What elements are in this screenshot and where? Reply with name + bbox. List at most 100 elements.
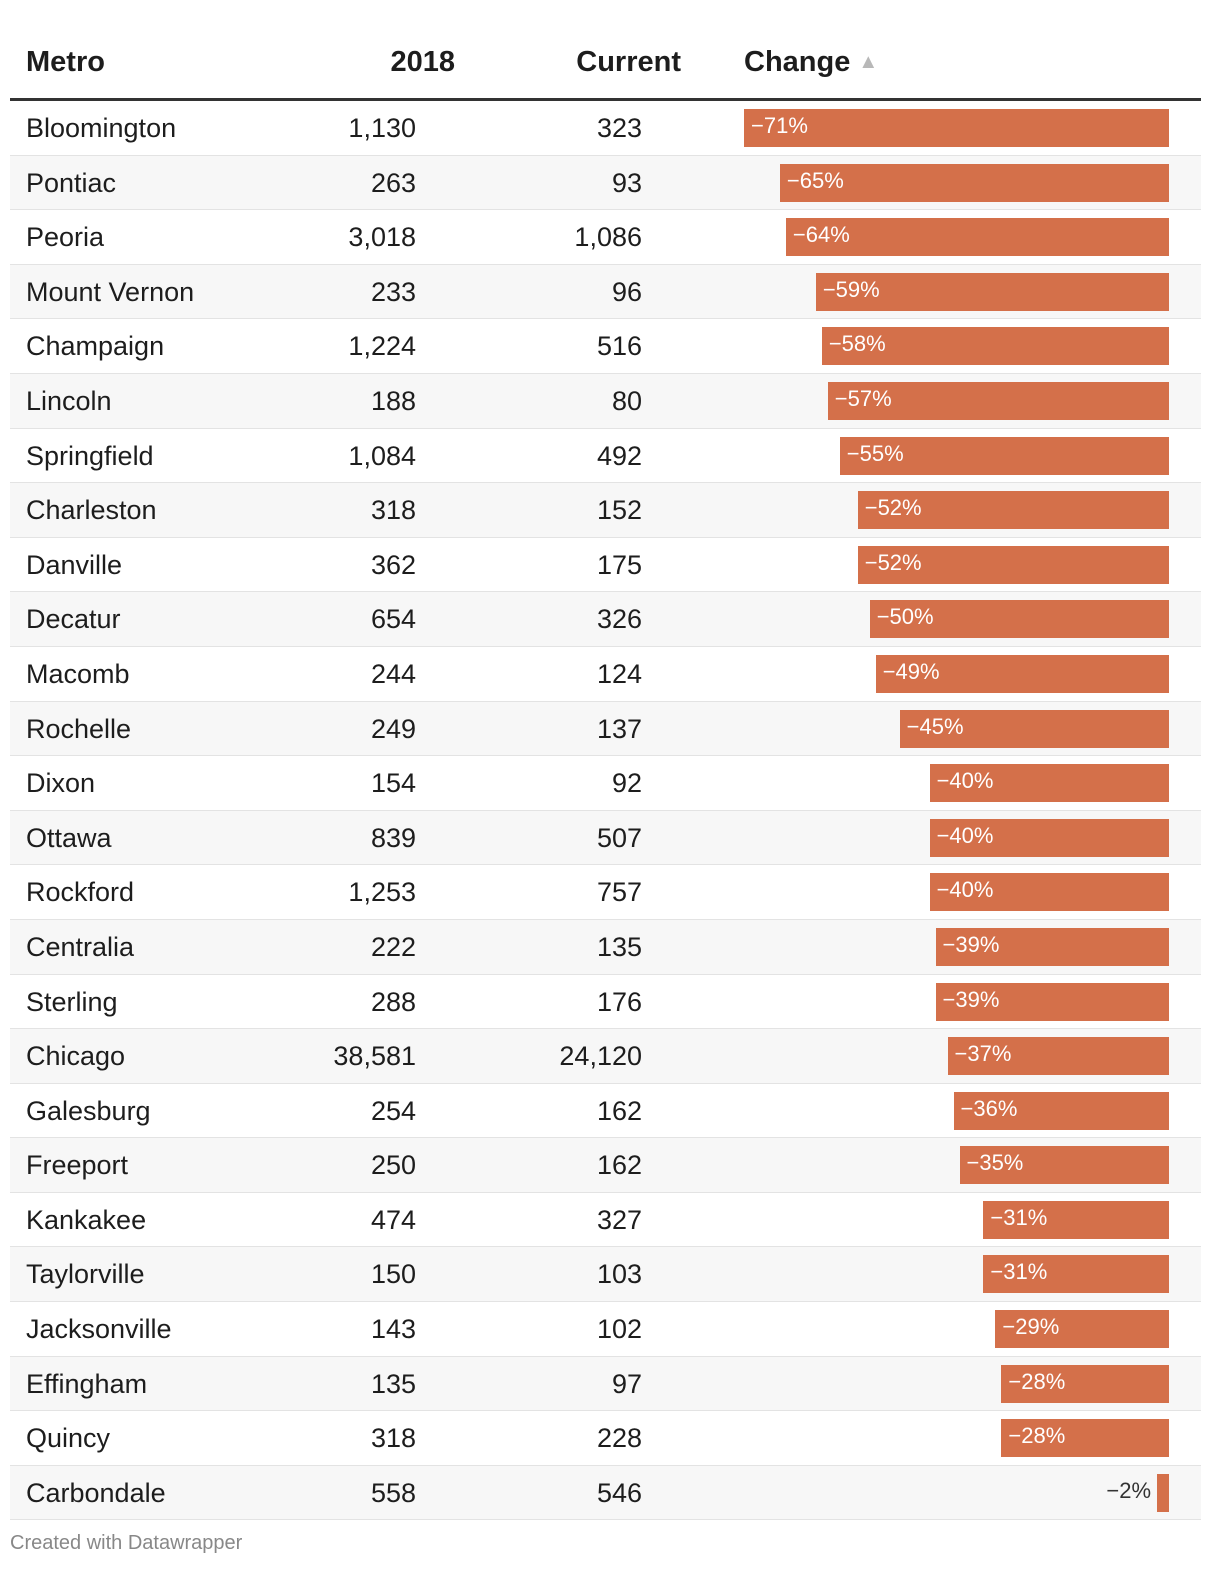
change-bar: [1001, 1364, 1169, 1403]
table-row: Chicago 38,581 24,120 −37%: [10, 1029, 1201, 1084]
cell-2018: 249: [370, 713, 416, 744]
cell-current: 176: [596, 986, 642, 1017]
change-bar: [1001, 1419, 1169, 1458]
cell-2018: 254: [370, 1095, 416, 1126]
cell-2018: 1,084: [348, 440, 416, 471]
cell-2018: 150: [370, 1259, 416, 1290]
cell-2018: 38,581: [333, 1041, 416, 1072]
cell-metro: Danville: [26, 549, 123, 580]
change-bar: [821, 327, 1169, 366]
cell-metro: Champaign: [26, 331, 165, 362]
cell-metro: Rockford: [26, 877, 135, 908]
change-bar: [983, 1255, 1169, 1294]
table-row: Quincy 318 228 −28%: [10, 1411, 1201, 1466]
cell-current: 757: [596, 877, 642, 908]
cell-metro: Freeport: [26, 1150, 129, 1181]
cell-2018: 318: [370, 495, 416, 526]
change-bar-label: −36%: [960, 1095, 1018, 1121]
table-row: Pontiac 263 93 −65%: [10, 155, 1201, 211]
cell-metro: Chicago: [26, 1041, 126, 1072]
cell-2018: 1,253: [348, 877, 416, 908]
cell-current: 326: [596, 604, 642, 635]
table-row: Galesburg 254 162 −36%: [10, 1084, 1201, 1139]
table-row: Peoria 3,018 1,086 −64%: [10, 210, 1201, 265]
change-bar-label: −55%: [846, 440, 904, 466]
change-bar-label: −58%: [828, 331, 886, 357]
cell-metro: Sterling: [26, 986, 118, 1017]
change-bar: [899, 709, 1169, 748]
cell-current: 162: [596, 1150, 642, 1181]
cell-current: 137: [596, 713, 642, 744]
cell-metro: Springfield: [26, 440, 154, 471]
change-bar: [935, 927, 1169, 966]
cell-2018: 244: [370, 658, 416, 689]
table-row: Effingham 135 97 −28%: [10, 1356, 1201, 1412]
change-bar: [1157, 1473, 1169, 1512]
table-row: Mount Vernon 233 96 −59%: [10, 264, 1201, 320]
change-bar-label: −37%: [954, 1041, 1012, 1067]
table-row: Decatur 654 326 −50%: [10, 592, 1201, 647]
change-bar: [947, 1037, 1169, 1076]
table-row: Carbondale 558 546 −2%: [10, 1465, 1201, 1521]
change-bar: [827, 381, 1169, 420]
change-bar-label: −28%: [1008, 1423, 1066, 1449]
change-bar-label: −71%: [751, 113, 808, 138]
change-bar: [744, 109, 1169, 147]
column-header-change[interactable]: Change ▲: [744, 46, 878, 79]
change-bar: [839, 436, 1169, 475]
cell-2018: 188: [370, 385, 416, 416]
cell-2018: 288: [370, 986, 416, 1017]
cell-current: 162: [596, 1095, 642, 1126]
column-header-metro[interactable]: Metro: [26, 46, 105, 78]
cell-2018: 362: [370, 549, 416, 580]
cell-metro: Ottawa: [26, 822, 112, 853]
change-bar-label: −50%: [876, 604, 934, 630]
cell-current: 135: [596, 931, 642, 962]
change-bar-label: −2%: [1106, 1477, 1152, 1503]
cell-current: 327: [596, 1204, 642, 1235]
column-header-2018[interactable]: 2018: [390, 46, 455, 78]
cell-2018: 558: [370, 1477, 416, 1508]
change-bar: [929, 764, 1169, 803]
change-bar-label: −28%: [1008, 1368, 1066, 1394]
cell-metro: Taylorville: [26, 1259, 145, 1290]
cell-current: 93: [611, 167, 642, 198]
table-row: Jacksonville 143 102 −29%: [10, 1302, 1201, 1357]
cell-metro: Macomb: [26, 658, 130, 689]
cell-metro: Lincoln: [26, 385, 112, 416]
change-bar-label: −57%: [834, 385, 892, 411]
cell-2018: 839: [370, 822, 416, 853]
column-header-current[interactable]: Current: [576, 46, 681, 78]
cell-2018: 233: [370, 276, 416, 307]
change-bar-label: −40%: [936, 822, 994, 848]
table-row: Centralia 222 135 −39%: [10, 919, 1201, 975]
table-row: Taylorville 150 103 −31%: [10, 1247, 1201, 1303]
cell-current: 175: [596, 549, 642, 580]
change-bar: [953, 1091, 1169, 1130]
change-bar-label: −52%: [864, 495, 922, 521]
change-bar-label: −40%: [936, 768, 994, 794]
cell-current: 323: [596, 113, 642, 143]
cell-2018: 263: [370, 167, 416, 198]
table-row: Lincoln 188 80 −57%: [10, 373, 1201, 429]
change-bar-label: −65%: [786, 167, 844, 193]
change-bar-label: −52%: [864, 549, 922, 575]
cell-metro: Effingham: [26, 1368, 148, 1399]
cell-current: 80: [611, 385, 642, 416]
cell-current: 546: [596, 1477, 642, 1508]
change-bar: [935, 982, 1169, 1021]
table-row: Sterling 288 176 −39%: [10, 975, 1201, 1030]
change-bar-label: −31%: [990, 1204, 1048, 1230]
change-bar: [857, 491, 1169, 530]
cell-current: 97: [611, 1368, 642, 1399]
table-row: Champaign 1,224 516 −58%: [10, 319, 1201, 374]
cell-current: 228: [596, 1423, 642, 1454]
cell-current: 152: [596, 495, 642, 526]
table-row: Rochelle 249 137 −45%: [10, 701, 1201, 757]
change-bar-label: −35%: [966, 1150, 1024, 1176]
cell-current: 102: [596, 1314, 642, 1345]
cell-metro: Carbondale: [26, 1477, 166, 1508]
cell-current: 96: [611, 276, 642, 307]
cell-current: 103: [596, 1259, 642, 1290]
sort-ascending-icon[interactable]: ▲: [858, 51, 879, 73]
